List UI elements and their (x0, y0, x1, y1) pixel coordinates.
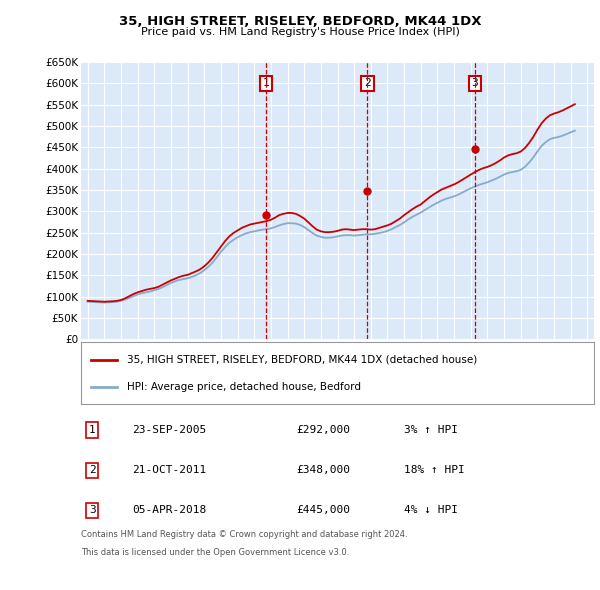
Text: 35, HIGH STREET, RISELEY, BEDFORD, MK44 1DX: 35, HIGH STREET, RISELEY, BEDFORD, MK44 … (119, 15, 481, 28)
Text: 2: 2 (364, 78, 371, 88)
Text: 3% ↑ HPI: 3% ↑ HPI (404, 425, 458, 435)
Text: 1: 1 (89, 425, 95, 435)
Text: 1: 1 (263, 78, 269, 88)
Text: HPI: Average price, detached house, Bedford: HPI: Average price, detached house, Bedf… (127, 382, 361, 392)
Text: 23-SEP-2005: 23-SEP-2005 (133, 425, 206, 435)
Text: 35, HIGH STREET, RISELEY, BEDFORD, MK44 1DX (detached house): 35, HIGH STREET, RISELEY, BEDFORD, MK44 … (127, 355, 478, 365)
Text: Contains HM Land Registry data © Crown copyright and database right 2024.: Contains HM Land Registry data © Crown c… (81, 530, 407, 539)
Text: £348,000: £348,000 (296, 466, 350, 476)
Text: £292,000: £292,000 (296, 425, 350, 435)
Text: 2: 2 (89, 466, 95, 476)
Text: 3: 3 (89, 506, 95, 516)
Text: 4% ↓ HPI: 4% ↓ HPI (404, 506, 458, 516)
Text: 18% ↑ HPI: 18% ↑ HPI (404, 466, 465, 476)
Text: 3: 3 (472, 78, 478, 88)
Text: £445,000: £445,000 (296, 506, 350, 516)
Text: 05-APR-2018: 05-APR-2018 (133, 506, 206, 516)
Text: 21-OCT-2011: 21-OCT-2011 (133, 466, 206, 476)
Text: Price paid vs. HM Land Registry's House Price Index (HPI): Price paid vs. HM Land Registry's House … (140, 27, 460, 37)
Text: This data is licensed under the Open Government Licence v3.0.: This data is licensed under the Open Gov… (81, 548, 349, 557)
